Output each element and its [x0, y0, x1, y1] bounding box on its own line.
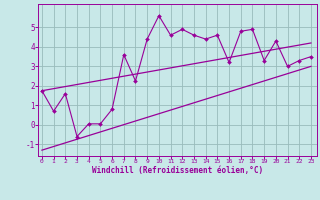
X-axis label: Windchill (Refroidissement éolien,°C): Windchill (Refroidissement éolien,°C): [92, 166, 263, 175]
